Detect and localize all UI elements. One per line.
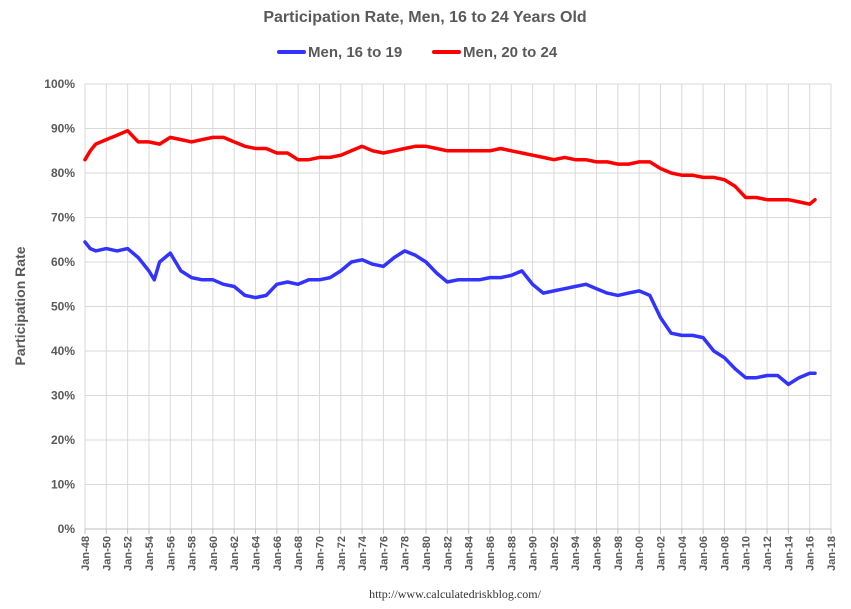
gridlines (84, 83, 832, 530)
x-tick-label: Jan-04 (677, 535, 689, 571)
x-tick-label: Jan-88 (506, 536, 518, 571)
x-tick-label: Jan-14 (783, 535, 795, 571)
y-axis-label: Participation Rate (12, 246, 28, 365)
y-tick-label: 0% (58, 522, 76, 536)
source-url: http://www.calculatedriskblog.com/ (369, 587, 542, 601)
series-line-1 (83, 240, 817, 387)
x-tick-label: Jan-02 (655, 536, 667, 571)
x-tick-label: Jan-98 (613, 536, 625, 571)
y-tick-label: 60% (51, 255, 75, 269)
x-tick-label: Jan-66 (272, 536, 284, 571)
y-tick-label: 20% (51, 433, 75, 447)
x-tick-label: Jan-78 (400, 536, 412, 571)
x-tick-label: Jan-96 (592, 536, 604, 571)
x-tick-label: Jan-60 (208, 536, 220, 571)
chart-title: Participation Rate, Men, 16 to 24 Years … (263, 9, 586, 26)
x-tick-label: Jan-12 (762, 536, 774, 571)
x-tick-label: Jan-94 (570, 535, 582, 571)
x-tick-label: Jan-80 (421, 536, 433, 571)
x-tick-label: Jan-00 (634, 536, 646, 571)
x-tick-label: Jan-86 (485, 536, 497, 571)
x-tick-label: Jan-18 (826, 536, 838, 571)
x-tick-label: Jan-56 (165, 536, 177, 571)
x-tick-label: Jan-82 (442, 536, 454, 571)
x-tick-label: Jan-52 (123, 536, 135, 571)
x-tick-label: Jan-72 (336, 536, 348, 571)
y-tick-label: 10% (51, 478, 75, 492)
x-tick-label: Jan-50 (101, 536, 113, 571)
legend: Men, 16 to 19 Men, 20 to 24 (277, 44, 558, 61)
y-tick-label: 100% (44, 77, 75, 91)
x-tick-label: Jan-08 (719, 536, 731, 571)
x-tick-label: Jan-92 (549, 536, 561, 571)
x-tick-label: Jan-74 (357, 535, 369, 571)
x-tick-label: Jan-62 (229, 536, 241, 571)
x-tick-label: Jan-64 (251, 535, 263, 571)
x-tick-label: Jan-16 (805, 536, 817, 571)
y-axis-ticks: 0% 10% 20% 30% 40% 50% 60% 70% 80% 90% 100% (44, 77, 75, 536)
y-tick-label: 70% (51, 211, 75, 225)
x-tick-label: Jan-76 (378, 536, 390, 571)
y-tick-label: 40% (51, 344, 75, 358)
x-tick-label: Jan-90 (528, 536, 540, 571)
series-lines (83, 128, 817, 387)
x-tick-label: Jan-54 (144, 535, 156, 571)
x-tick-label: Jan-68 (293, 536, 305, 571)
y-tick-label: 30% (51, 389, 75, 403)
y-tick-label: 80% (51, 166, 75, 180)
x-tick-label: Jan-10 (741, 536, 753, 571)
y-tick-label: 90% (51, 122, 75, 136)
legend-label-series-1: Men, 16 to 19 (308, 44, 402, 61)
x-tick-label: Jan-84 (464, 535, 476, 571)
y-tick-label: 50% (51, 300, 75, 314)
x-tick-label: Jan-70 (314, 536, 326, 571)
x-tick-label: Jan-48 (80, 536, 92, 571)
x-tick-label: Jan-06 (698, 536, 710, 571)
series-line-2 (83, 128, 817, 206)
x-axis-ticks: Jan-48 Jan-50 Jan-52 Jan-54 Jan-56 Jan-58 Jan-… (80, 529, 838, 571)
x-tick-label: Jan-58 (187, 536, 199, 571)
legend-label-series-2: Men, 20 to 24 (463, 44, 558, 61)
